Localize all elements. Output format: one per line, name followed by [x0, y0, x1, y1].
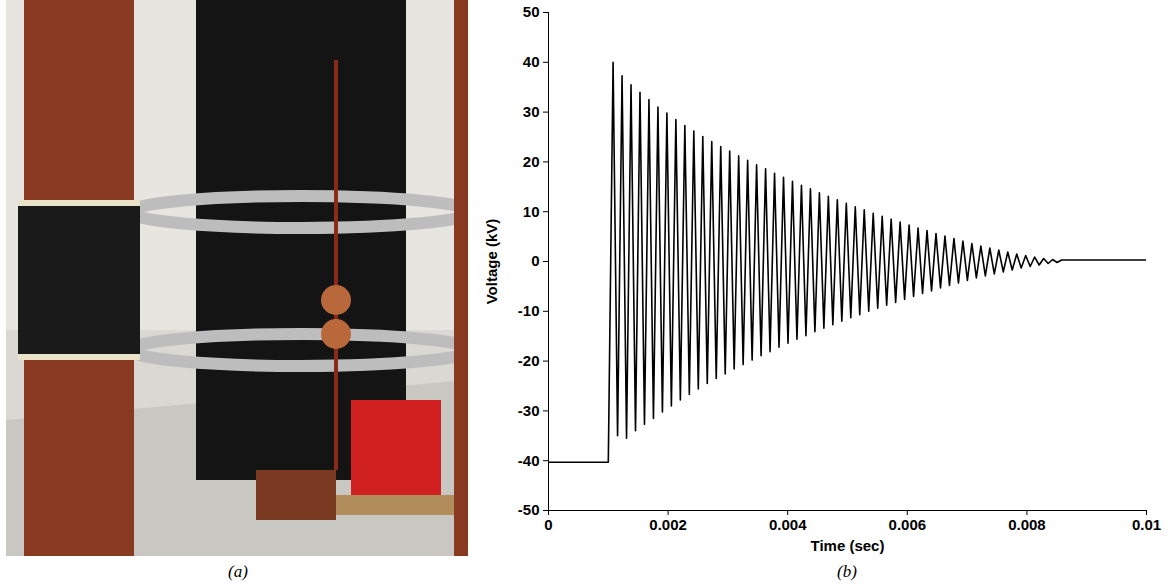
html-text:(b): (b)	[837, 562, 857, 581]
svg-text:-40: -40	[518, 452, 540, 469]
svg-text:0.01: 0.01	[1132, 516, 1161, 533]
svg-text:-10: -10	[518, 302, 540, 319]
svg-text:0.006: 0.006	[889, 516, 927, 533]
svg-text:30: 30	[523, 103, 540, 120]
svg-text:-50: -50	[518, 501, 540, 518]
svg-text:50: 50	[523, 3, 540, 20]
svg-text:0: 0	[544, 516, 552, 533]
svg-text:40: 40	[523, 53, 540, 70]
svg-text:Time (sec): Time (sec)	[811, 537, 885, 554]
svg-text:-20: -20	[518, 352, 540, 369]
svg-text:0.002: 0.002	[649, 516, 687, 533]
svg-text:0: 0	[531, 252, 539, 269]
svg-text:0.004: 0.004	[769, 516, 807, 533]
html-text:(a): (a)	[228, 562, 248, 581]
svg-text:20: 20	[523, 153, 540, 170]
svg-text:10: 10	[523, 203, 540, 220]
svg-text:Voltage (kV): Voltage (kV)	[483, 219, 500, 305]
svg-text:-30: -30	[518, 402, 540, 419]
svg-text:0.008: 0.008	[1008, 516, 1046, 533]
